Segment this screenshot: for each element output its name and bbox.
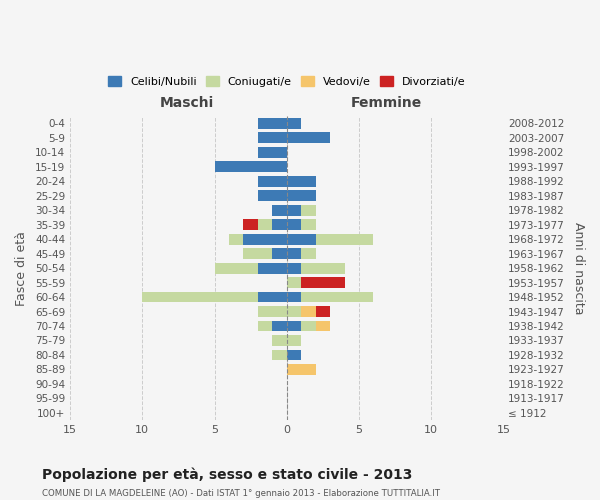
Bar [272,350,287,360]
Bar [272,204,287,216]
Bar [301,219,316,230]
Bar [316,234,373,244]
Bar [258,176,287,186]
Text: Maschi: Maschi [160,96,214,110]
Bar [287,306,301,317]
Bar [301,204,316,216]
Bar [215,262,258,274]
Y-axis label: Anni di nascita: Anni di nascita [572,222,585,314]
Bar [316,320,330,332]
Bar [301,262,344,274]
Text: Popolazione per età, sesso e stato civile - 2013: Popolazione per età, sesso e stato civil… [42,468,412,482]
Bar [244,219,258,230]
Bar [258,292,287,302]
Bar [287,350,301,360]
Text: COMUNE DI LA MAGDELEINE (AO) - Dati ISTAT 1° gennaio 2013 - Elaborazione TUTTITA: COMUNE DI LA MAGDELEINE (AO) - Dati ISTA… [42,489,440,498]
Bar [272,335,287,346]
Bar [272,248,287,259]
Legend: Celibi/Nubili, Coniugati/e, Vedovi/e, Divorziati/e: Celibi/Nubili, Coniugati/e, Vedovi/e, Di… [104,73,469,90]
Bar [258,219,272,230]
Bar [287,320,301,332]
Bar [215,162,287,172]
Bar [287,219,301,230]
Bar [316,306,330,317]
Bar [301,277,344,288]
Bar [258,132,287,143]
Bar [258,320,272,332]
Bar [287,234,316,244]
Bar [258,190,287,201]
Bar [287,176,316,186]
Bar [287,277,301,288]
Bar [272,320,287,332]
Bar [258,147,287,158]
Bar [258,262,287,274]
Bar [244,234,287,244]
Bar [258,118,287,128]
Bar [287,292,301,302]
Bar [287,262,301,274]
Text: Femmine: Femmine [351,96,422,110]
Bar [287,132,330,143]
Bar [287,248,301,259]
Bar [301,306,316,317]
Bar [301,320,316,332]
Bar [244,248,272,259]
Y-axis label: Fasce di età: Fasce di età [15,230,28,306]
Bar [301,292,373,302]
Bar [142,292,258,302]
Bar [229,234,244,244]
Bar [287,364,316,375]
Bar [301,248,316,259]
Bar [287,335,301,346]
Bar [258,306,287,317]
Bar [287,190,316,201]
Bar [272,219,287,230]
Bar [287,204,301,216]
Bar [287,118,301,128]
